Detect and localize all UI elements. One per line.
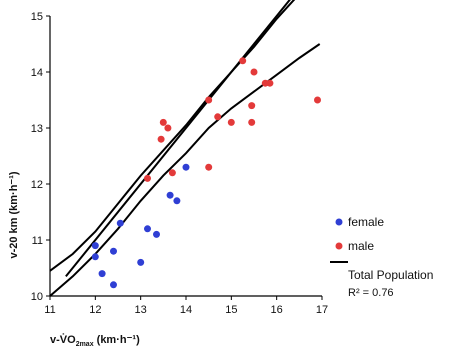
male-point	[159, 118, 167, 126]
female-point	[91, 242, 99, 250]
y-tick-label: 15	[31, 11, 43, 23]
x-tick-label: 17	[316, 304, 328, 316]
legend: female male Total Population R² = 0.76	[330, 215, 433, 299]
x-tick-label: 16	[271, 304, 283, 316]
plot-area	[49, 0, 321, 297]
female-point	[110, 281, 117, 289]
x-tick-label: 14	[180, 304, 192, 316]
x-axis-title-main: v-V̇O	[50, 333, 76, 346]
x-axis-title-sub: 2max	[76, 341, 94, 347]
male-point	[157, 135, 165, 143]
male-point	[314, 96, 321, 104]
y-tick-label: 14	[31, 67, 43, 79]
legend-female-label: female	[348, 215, 384, 229]
legend-line-label: Total Population	[348, 268, 433, 282]
y-tick-label: 10	[31, 291, 43, 303]
y-tick-label: 12	[31, 179, 43, 191]
x-tick-label: 15	[225, 304, 237, 316]
male-point	[227, 118, 235, 126]
x-tick-label: 12	[89, 304, 101, 316]
female-point	[110, 247, 117, 255]
male-point	[214, 113, 222, 121]
legend-male-label: male	[348, 239, 374, 253]
male-point	[248, 102, 256, 110]
y-tick-label: 11	[32, 235, 43, 247]
x-axis-ticks: 11 12 13 14 15 16 17	[44, 296, 328, 316]
y-axis-title: v-20 km (km·h⁻¹)	[8, 171, 20, 258]
x-axis-title: v-V̇O2max (km·h⁻¹)	[50, 333, 140, 347]
male-point	[168, 169, 176, 177]
female-point	[91, 253, 99, 261]
male-point	[239, 57, 247, 65]
male-point	[205, 96, 213, 104]
female-point	[166, 191, 174, 199]
female-point	[173, 197, 181, 205]
male-point	[248, 118, 256, 126]
female-point	[116, 219, 124, 227]
confidence-band-upper	[49, 0, 296, 272]
male-point	[144, 174, 151, 182]
legend-male-marker	[335, 242, 343, 250]
female-point	[182, 163, 190, 171]
male-point	[205, 163, 213, 171]
female-point	[137, 258, 145, 266]
x-tick-label: 13	[135, 304, 147, 316]
male-point	[250, 68, 258, 76]
x-axis-title-unit: (km·h⁻¹)	[94, 334, 140, 346]
male-point	[164, 124, 172, 132]
female-point	[153, 230, 160, 238]
regression-line	[65, 0, 291, 278]
legend-r-squared: R² = 0.76	[348, 287, 394, 299]
female-point	[98, 270, 106, 278]
male-point	[266, 79, 274, 87]
female-point	[144, 225, 151, 233]
legend-female-marker	[335, 218, 343, 226]
x-tick-label: 11	[44, 304, 55, 316]
y-axis-ticks: 10 11 12 13 14 15	[31, 11, 50, 303]
y-tick-label: 13	[31, 123, 43, 135]
